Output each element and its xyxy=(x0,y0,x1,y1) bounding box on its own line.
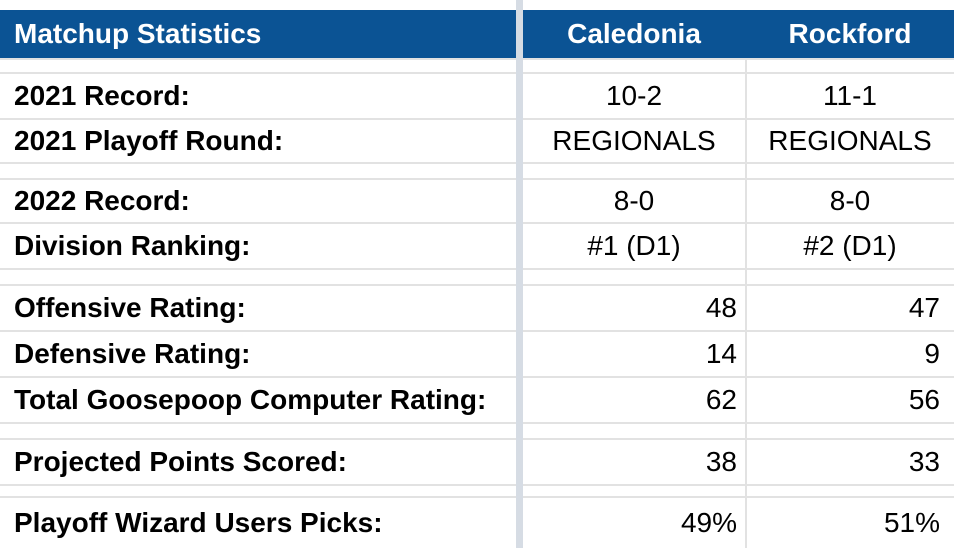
team1-value-cell[interactable]: 49% xyxy=(680,507,737,538)
team2-value-cell[interactable]: 33 xyxy=(908,446,940,477)
team2-value-cell[interactable]: 47 xyxy=(908,292,940,323)
table-row: Division Ranking: #1 (D1) #2 (D1) xyxy=(0,224,954,270)
header-team2-cell[interactable]: Rockford xyxy=(788,18,912,49)
team1-value-cell[interactable]: 48 xyxy=(705,292,737,323)
table-row: Total Goosepoop Computer Rating: 62 56 xyxy=(0,378,954,424)
team1-value-cell[interactable]: #1 (D1) xyxy=(587,230,681,261)
spacer-row xyxy=(0,424,954,440)
team1-value-cell[interactable]: 62 xyxy=(705,384,737,415)
team2-value-cell[interactable]: REGIONALS xyxy=(768,125,932,156)
spacer-row xyxy=(0,164,954,180)
team1-value-cell[interactable]: 8-0 xyxy=(613,185,655,216)
row-label-cell[interactable]: Projected Points Scored: xyxy=(14,446,347,477)
table-row: 2021 Record: 10-2 11-1 xyxy=(0,74,954,120)
team1-value-cell[interactable]: 10-2 xyxy=(605,80,663,111)
row-label-cell[interactable]: Defensive Rating: xyxy=(14,338,251,369)
spacer-row xyxy=(0,486,954,498)
team1-value-cell[interactable]: 14 xyxy=(705,338,737,369)
row-label-cell[interactable]: 2022 Record: xyxy=(14,185,190,216)
table-row: Defensive Rating: 14 9 xyxy=(0,332,954,378)
row-label-cell[interactable]: Total Goosepoop Computer Rating: xyxy=(14,384,487,415)
table-row: Projected Points Scored: 38 33 xyxy=(0,440,954,486)
team2-value-cell[interactable]: 56 xyxy=(908,384,940,415)
table-row: 2022 Record: 8-0 8-0 xyxy=(0,180,954,224)
row-label-cell[interactable]: Offensive Rating: xyxy=(14,292,246,323)
team2-value-cell[interactable]: 11-1 xyxy=(823,80,877,111)
column-gridline xyxy=(745,58,747,548)
header-title-cell[interactable]: Matchup Statistics xyxy=(14,18,262,49)
team2-value-cell[interactable]: 9 xyxy=(924,338,940,369)
spacer-row xyxy=(0,270,954,286)
row-label-cell[interactable]: Division Ranking: xyxy=(14,230,251,261)
team1-value-cell[interactable]: REGIONALS xyxy=(552,125,716,156)
frozen-column-divider[interactable] xyxy=(516,0,523,548)
header-row: Matchup Statistics Caledonia Rockford xyxy=(0,10,954,58)
table-row: Offensive Rating: 48 47 xyxy=(0,286,954,332)
row-label-cell[interactable]: Playoff Wizard Users Picks: xyxy=(14,507,383,538)
row-label-cell[interactable]: 2021 Playoff Round: xyxy=(14,125,284,156)
team2-value-cell[interactable]: #2 (D1) xyxy=(803,230,897,261)
spacer-row xyxy=(0,58,954,74)
row-label-cell[interactable]: 2021 Record: xyxy=(14,80,190,111)
team1-value-cell[interactable]: 38 xyxy=(705,446,737,477)
table-row: 2021 Playoff Round: REGIONALS REGIONALS xyxy=(0,120,954,164)
team2-value-cell[interactable]: 8-0 xyxy=(829,185,871,216)
header-team1-cell[interactable]: Caledonia xyxy=(567,18,701,49)
table-row: Playoff Wizard Users Picks: 49% 51% xyxy=(0,498,954,548)
team2-value-cell[interactable]: 51% xyxy=(883,507,940,538)
